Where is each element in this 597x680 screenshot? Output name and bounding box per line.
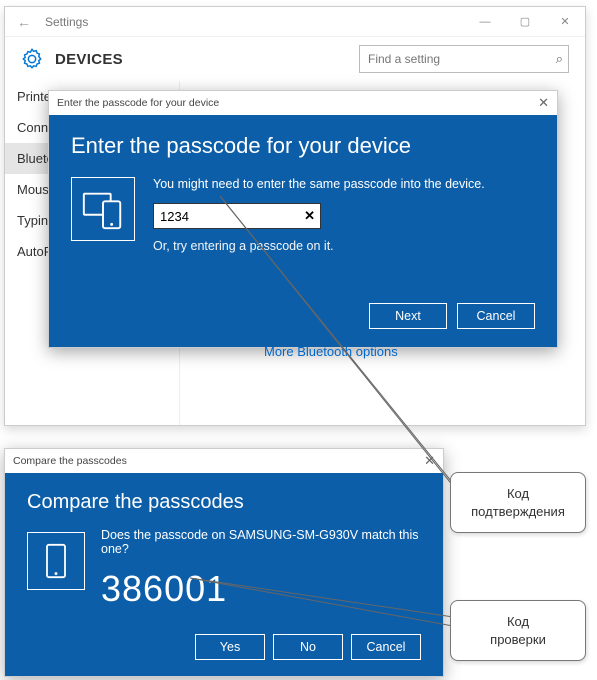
dialog-desc: You might need to enter the same passcod… — [153, 177, 535, 191]
yes-button[interactable]: Yes — [195, 634, 265, 660]
callout-text: Код — [507, 486, 529, 501]
dialog-body: Enter the passcode for your device You m… — [49, 115, 557, 347]
callout-text: подтверждения — [471, 504, 565, 519]
phone-icon — [27, 532, 85, 590]
back-icon[interactable]: ← — [17, 14, 37, 30]
callout-confirm-code: Код подтверждения — [450, 472, 586, 533]
maximize-button[interactable]: ▢ — [505, 7, 545, 37]
more-bluetooth-link[interactable]: More Bluetooth options — [264, 344, 398, 359]
passcode-input[interactable] — [153, 203, 321, 229]
passcode-display: 386001 — [101, 568, 421, 610]
search-input[interactable] — [359, 45, 569, 73]
compare-titlebar: Compare the passcodes ✕ — [5, 449, 443, 473]
gear-icon — [21, 48, 43, 70]
close-button[interactable]: ✕ — [545, 7, 585, 37]
compare-desc: Does the passcode on SAMSUNG-SM-G930V ma… — [101, 528, 421, 556]
passcode-dialog: Enter the passcode for your device ✕ Ent… — [48, 90, 558, 348]
window-title: Settings — [45, 15, 465, 29]
compare-body: Compare the passcodes Does the passcode … — [5, 473, 443, 676]
callout-text: проверки — [490, 632, 546, 647]
header-row: DEVICES ⌕ — [5, 37, 585, 81]
callout-text: Код — [507, 614, 529, 629]
cancel-button-2[interactable]: Cancel — [351, 634, 421, 660]
compare-titlebar-text: Compare the passcodes — [13, 455, 127, 467]
dialog-titlebar: Enter the passcode for your device ✕ — [49, 91, 557, 115]
no-button[interactable]: No — [273, 634, 343, 660]
next-button[interactable]: Next — [369, 303, 447, 329]
clear-input-icon[interactable]: ✕ — [304, 208, 315, 224]
dialog-titlebar-text: Enter the passcode for your device — [57, 97, 219, 109]
compare-heading: Compare the passcodes — [27, 491, 421, 514]
callout-verify-code: Код проверки — [450, 600, 586, 661]
search-wrap: ⌕ — [359, 45, 569, 73]
devices-icon — [71, 177, 135, 241]
dialog-hint: Or, try entering a passcode on it. — [153, 239, 535, 253]
search-icon[interactable]: ⌕ — [556, 51, 563, 67]
dialog-close-icon[interactable]: ✕ — [538, 95, 549, 111]
minimize-button[interactable]: — — [465, 7, 505, 37]
page-header: DEVICES — [55, 51, 347, 68]
window-titlebar: ← Settings — ▢ ✕ — [5, 7, 585, 37]
compare-dialog: Compare the passcodes ✕ Compare the pass… — [4, 448, 444, 677]
dialog-heading: Enter the passcode for your device — [71, 133, 535, 159]
cancel-button[interactable]: Cancel — [457, 303, 535, 329]
compare-close-icon[interactable]: ✕ — [424, 453, 435, 469]
